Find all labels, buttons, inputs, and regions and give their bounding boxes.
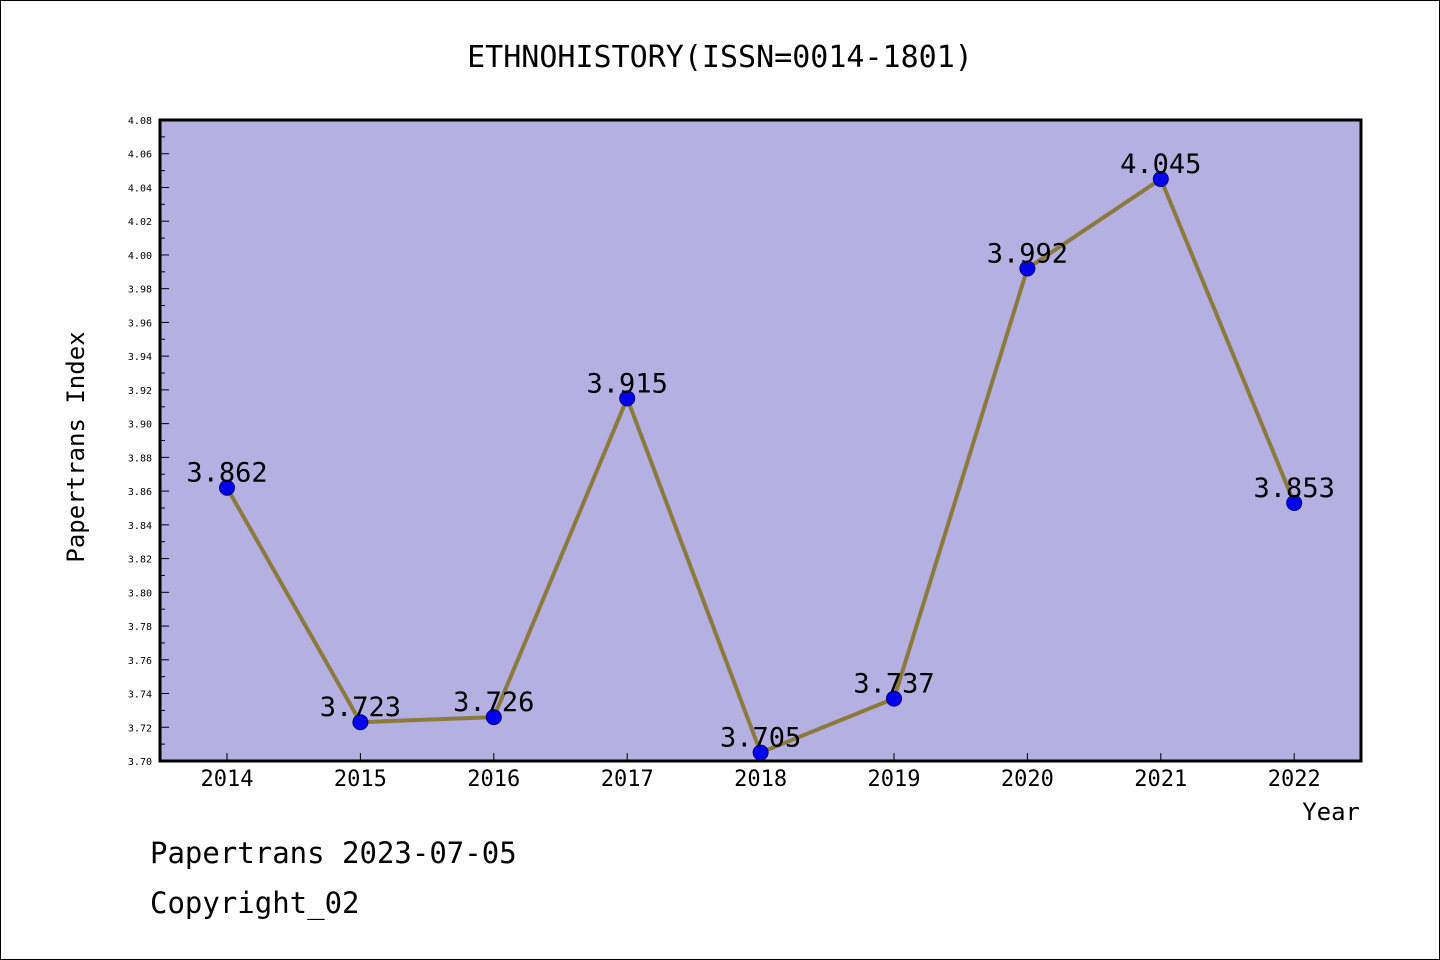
x-tick-label: 2016	[467, 767, 520, 792]
y-tick-label: 3.78	[128, 622, 152, 633]
data-label: 4.045	[1120, 149, 1201, 180]
footer-date-line: Papertrans 2023-07-05	[150, 836, 517, 870]
data-labels: 3.862 3.723 3.726 3.915 3.705 3.737 3.992 4.045…	[186, 149, 1334, 754]
x-axis: 2014 2015 2016 2017 2018 2019 2020 2021 2022	[201, 753, 1321, 792]
data-label: 3.726	[453, 687, 534, 718]
data-point	[1019, 260, 1036, 277]
y-axis-label: Papertrans Index	[62, 331, 90, 562]
y-tick-label: 3.90	[128, 420, 152, 431]
data-point	[1152, 171, 1169, 188]
y-tick-label: 3.84	[128, 521, 152, 532]
y-tick-label: 4.00	[128, 251, 152, 262]
data-point	[886, 690, 902, 707]
data-point	[1286, 494, 1303, 511]
data-point	[219, 479, 235, 496]
data-point	[485, 709, 502, 726]
x-tick-label: 2021	[1134, 767, 1187, 792]
data-label: 3.915	[587, 368, 668, 399]
y-tick-label: 3.96	[128, 318, 152, 329]
data-label: 3.992	[987, 238, 1068, 269]
y-tick-label: 3.94	[128, 352, 152, 363]
y-tick-label: 4.08	[128, 116, 152, 127]
y-tick-label: 3.74	[128, 690, 152, 701]
data-label: 3.705	[720, 723, 801, 754]
y-tick-label: 3.76	[128, 656, 152, 667]
data-label: 3.862	[186, 458, 267, 489]
y-tick-label: 3.72	[128, 723, 152, 734]
x-tick-label: 2020	[1001, 767, 1054, 792]
x-tick-label: 2017	[601, 767, 654, 792]
plot-area	[158, 118, 1363, 763]
x-tick-label: 2014	[201, 767, 254, 792]
y-tick-label: 4.04	[128, 183, 152, 194]
y-tick-label: 3.92	[128, 386, 152, 397]
data-label: 3.737	[853, 669, 934, 700]
data-point	[352, 714, 369, 731]
data-label: 3.853	[1254, 473, 1335, 504]
y-axis: 3.70 3.72 3.74 3.76 3.78 3.80 3.82 3.84 3.86 3.88…	[128, 116, 169, 768]
y-tick-label: 4.02	[128, 217, 152, 228]
y-tick-label: 3.88	[128, 453, 152, 464]
chart-title: ETHNOHISTORY(ISSN=0014-1801)	[467, 40, 973, 75]
data-label: 3.723	[320, 692, 401, 723]
footer-copyright-line: Copyright_02	[150, 886, 360, 920]
x-tick-label: 2015	[334, 767, 387, 792]
y-tick-label: 3.98	[128, 285, 152, 296]
data-point	[619, 390, 636, 407]
x-tick-label: 2018	[734, 767, 787, 792]
data-point	[752, 744, 769, 761]
x-axis-label: Year	[1302, 798, 1360, 826]
y-tick-label: 4.06	[128, 150, 152, 161]
y-tick-label: 3.70	[128, 757, 152, 768]
y-tick-label: 3.86	[128, 487, 152, 498]
x-tick-label: 2019	[868, 767, 921, 792]
y-tick-label: 3.82	[128, 555, 152, 566]
x-tick-label: 2022	[1268, 767, 1321, 792]
y-tick-label: 3.80	[128, 588, 152, 599]
series	[219, 171, 1303, 761]
